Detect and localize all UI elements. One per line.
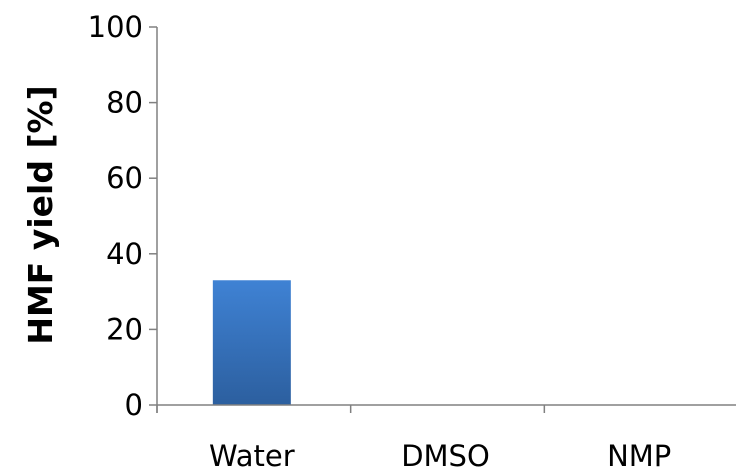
y-axis-title: HMF yield [%] — [21, 85, 60, 344]
y-tick-label: 40 — [106, 237, 143, 271]
y-tick-label: 0 — [125, 388, 143, 422]
bars-group — [212, 280, 291, 405]
y-tick-label: 80 — [106, 86, 143, 120]
y-tick-label: 100 — [88, 10, 143, 44]
y-tick-label: 60 — [106, 161, 143, 195]
x-axis-ticks — [156, 405, 546, 413]
x-category-label: NMP — [607, 439, 671, 469]
x-category-label: DMSO — [401, 439, 490, 469]
y-axis-ticks: 0 20 40 60 80 100 — [88, 10, 157, 422]
x-axis-labels: Water DMSO NMP — [209, 439, 671, 469]
y-tick-label: 20 — [106, 312, 143, 346]
bar-water — [212, 280, 291, 405]
axes-group — [156, 27, 736, 413]
x-category-label: Water — [209, 439, 295, 469]
